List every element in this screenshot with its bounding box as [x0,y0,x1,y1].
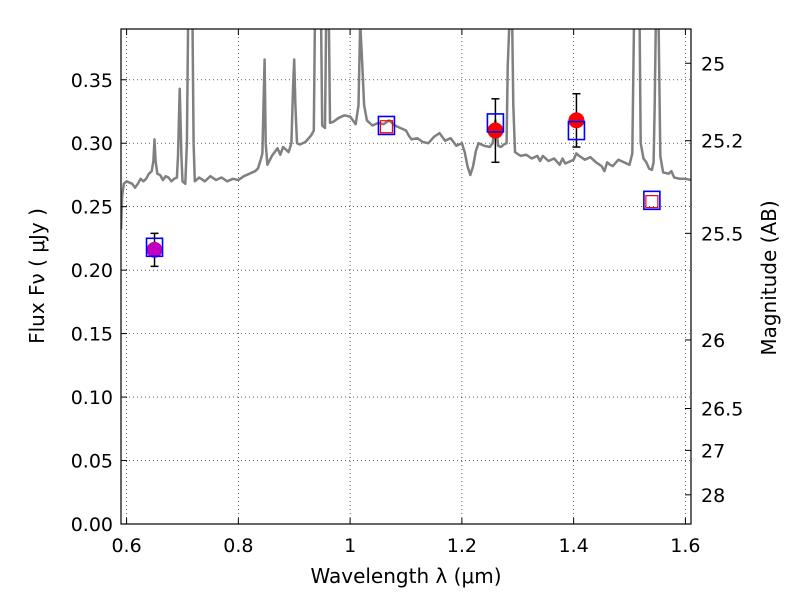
y-axis-title: Flux Fν ( μJy ) [25,208,49,344]
observed-point [146,241,163,258]
x-tick-label: 0.8 [223,535,253,557]
y2-tick-label: 25.5 [701,223,743,245]
model-blue-square [643,190,661,211]
y2-tick-label: 25.2 [701,131,743,153]
y2-tick-label: 26 [701,330,725,352]
observed-point [568,112,585,129]
plot-frame [120,28,692,525]
y-tick-label: 0.20 [71,260,113,282]
x-tick-label: 1.4 [559,535,589,557]
marker-layer [145,92,661,268]
spectrum-layer [121,29,691,230]
x-tick-label: 1.6 [670,535,700,557]
y-tick-label: 0.10 [71,387,113,409]
y-tick-label: 0.00 [71,514,113,536]
model-blue-square [377,115,396,136]
y-tick-label: 0.35 [71,70,113,92]
x-tick-label: 1.2 [447,535,477,557]
model-red-square [379,120,394,134]
y-tick-label: 0.05 [71,451,113,473]
y-tick-label: 0.30 [71,133,113,155]
y2-tick-label: 26.5 [701,399,743,421]
y-tick-label: 0.25 [71,197,113,219]
y2-tick-label: 28 [701,485,725,507]
model-spectrum-line [121,29,691,230]
observed-point [487,122,504,139]
x-tick-label: 1 [344,535,356,557]
x-tick-label: 0.6 [111,535,141,557]
x-axis-title: Wavelength λ (μm) [310,564,501,588]
model-blue-square [145,237,164,258]
y2-axis-title: Magnitude (AB) [757,200,781,355]
model-blue-square [486,113,505,133]
axis-ticks: 0.6 0.8 1 1.2 1.4 1.6 0.00 0.05 0.10 0.15 0.20 0.25… [71,29,743,557]
y2-tick-label: 25 [701,53,725,75]
y2-tick-label: 27 [701,440,725,462]
model-blue-square [567,120,586,141]
y-tick-label: 0.15 [71,324,113,346]
model-red-square [645,195,659,209]
